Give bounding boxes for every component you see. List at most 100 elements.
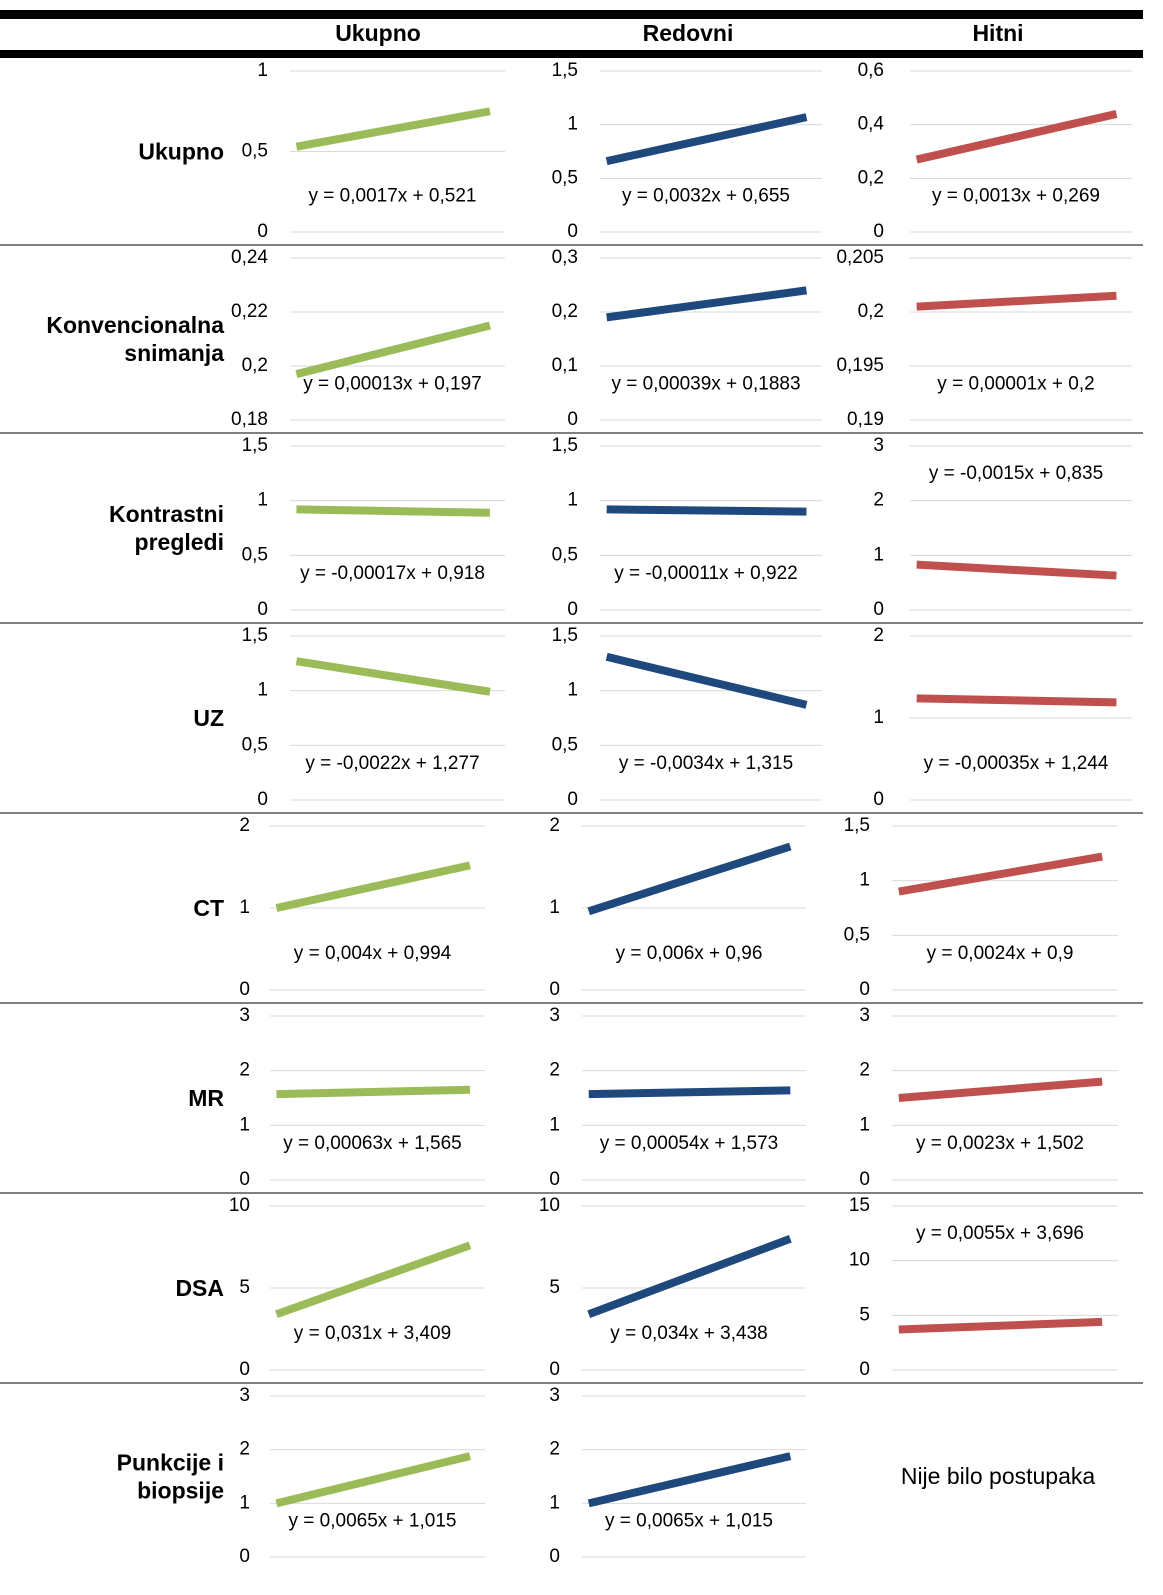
y-tick-label: 0,6 xyxy=(858,60,884,81)
y-tick-label: 1 xyxy=(257,60,268,81)
y-tick-label: 1,5 xyxy=(552,435,578,456)
y-tick-label: 2 xyxy=(873,625,884,646)
trend-line xyxy=(606,286,807,322)
y-tick-label: 2 xyxy=(549,1060,560,1081)
y-tick-label: 2 xyxy=(239,815,250,836)
y-tick-label: 0 xyxy=(859,979,870,1000)
trend-line xyxy=(275,1452,471,1508)
y-tick-label: 1 xyxy=(257,680,268,701)
equation: y = 0,0013x + 0,269 xyxy=(932,186,1100,207)
trend-line xyxy=(588,1086,791,1099)
y-tick-label: 0 xyxy=(859,1359,870,1380)
y-tick-label: 1,5 xyxy=(552,625,578,646)
row-label: Ukupno xyxy=(138,139,224,165)
y-tick-label: 1,5 xyxy=(242,435,268,456)
y-tick-label: 1 xyxy=(549,1114,560,1135)
row-label: snimanja xyxy=(124,340,224,366)
y-tick-label: 1 xyxy=(239,1114,250,1135)
trend-line xyxy=(898,852,1103,896)
equation: y = -0,0015x + 0,835 xyxy=(929,463,1103,484)
trend-line xyxy=(605,113,808,166)
y-tick-label: 0,5 xyxy=(242,734,268,755)
column-header: Ukupno xyxy=(335,20,421,46)
y-tick-label: 0 xyxy=(567,409,578,430)
trend-line xyxy=(606,505,807,516)
equation: y = 0,0065x + 1,015 xyxy=(289,1511,457,1532)
y-tick-label: 0 xyxy=(567,221,578,242)
y-tick-label: 0,5 xyxy=(552,167,578,188)
trend-line xyxy=(587,842,792,916)
y-tick-label: 0,5 xyxy=(844,924,870,945)
equation: y = 0,0032x + 0,655 xyxy=(622,186,790,207)
trend-line xyxy=(295,321,491,378)
trend-line xyxy=(296,505,491,517)
y-tick-label: 10 xyxy=(229,1195,250,1216)
trend-line xyxy=(276,1085,471,1099)
y-tick-label: 15 xyxy=(849,1195,870,1216)
y-tick-label: 1 xyxy=(549,1492,560,1513)
equation: y = 0,0023x + 1,502 xyxy=(916,1133,1084,1154)
y-tick-label: 1,5 xyxy=(552,60,578,81)
y-tick-label: 0 xyxy=(873,221,884,242)
y-tick-label: 0 xyxy=(567,599,578,620)
trend-line xyxy=(915,110,1118,164)
equation: y = 0,00013x + 0,197 xyxy=(303,373,482,394)
y-tick-label: 10 xyxy=(849,1250,870,1271)
y-tick-label: 0 xyxy=(873,599,884,620)
y-tick-label: 0 xyxy=(549,1169,560,1190)
equation: y = -0,00035x + 1,244 xyxy=(924,753,1109,774)
y-tick-label: 1 xyxy=(873,707,884,728)
row-label: biopsije xyxy=(137,1478,224,1504)
y-tick-label: 2 xyxy=(549,815,560,836)
equation: y = 0,0017x + 0,521 xyxy=(309,186,477,207)
trend-line xyxy=(898,1317,1103,1334)
trend-line xyxy=(295,107,491,151)
y-tick-label: 0,2 xyxy=(858,167,884,188)
y-tick-label: 0,1 xyxy=(552,355,578,376)
row-label: DSA xyxy=(175,1275,224,1301)
row-label: Kontrastni xyxy=(109,501,224,527)
equation: y = 0,0065x + 1,015 xyxy=(605,1511,773,1532)
y-tick-label: 1 xyxy=(859,870,870,891)
y-tick-label: 1 xyxy=(567,114,578,135)
y-tick-label: 0 xyxy=(859,1169,870,1190)
y-tick-label: 0 xyxy=(257,599,268,620)
y-tick-label: 1 xyxy=(859,1114,870,1135)
column-header: Redovni xyxy=(643,20,734,46)
y-tick-label: 3 xyxy=(549,1005,560,1026)
equation: y = 0,0024x + 0,9 xyxy=(927,943,1074,964)
equation: y = -0,0022x + 1,277 xyxy=(305,753,479,774)
y-tick-label: 1 xyxy=(239,1492,250,1513)
y-tick-label: 0,4 xyxy=(858,114,885,135)
trend-line xyxy=(916,560,1117,580)
equation: y = -0,00011x + 0,922 xyxy=(614,563,797,584)
equation: y = 0,031x + 3,409 xyxy=(294,1323,451,1344)
top-rule xyxy=(0,10,1143,19)
y-tick-label: 5 xyxy=(859,1304,870,1325)
trend-line xyxy=(275,1241,472,1319)
row-label: UZ xyxy=(193,705,224,731)
y-tick-label: 0,18 xyxy=(231,409,268,430)
equation: y = 0,00001x + 0,2 xyxy=(937,373,1094,394)
equation: y = 0,006x + 0,96 xyxy=(616,943,763,964)
y-tick-label: 1,5 xyxy=(242,625,268,646)
row-label: MR xyxy=(188,1085,224,1111)
equation: y = 0,0055x + 3,696 xyxy=(916,1223,1084,1244)
y-tick-label: 3 xyxy=(873,435,884,456)
y-tick-label: 0 xyxy=(873,789,884,810)
equation: y = 0,00063x + 1,565 xyxy=(283,1133,462,1154)
y-tick-label: 0 xyxy=(239,979,250,1000)
equation: y = 0,004x + 0,994 xyxy=(294,943,452,964)
y-tick-label: 1 xyxy=(239,897,250,918)
y-tick-label: 3 xyxy=(859,1005,870,1026)
y-tick-label: 2 xyxy=(549,1439,560,1460)
trend-line xyxy=(916,694,1117,707)
y-tick-label: 0,5 xyxy=(242,544,268,565)
y-tick-label: 0,2 xyxy=(242,355,268,376)
equation: y = 0,034x + 3,438 xyxy=(610,1323,767,1344)
trend-line xyxy=(916,291,1117,311)
y-tick-label: 0,5 xyxy=(552,544,578,565)
y-tick-label: 3 xyxy=(549,1385,560,1406)
header-rule xyxy=(0,50,1143,58)
y-tick-label: 0,2 xyxy=(858,301,884,322)
